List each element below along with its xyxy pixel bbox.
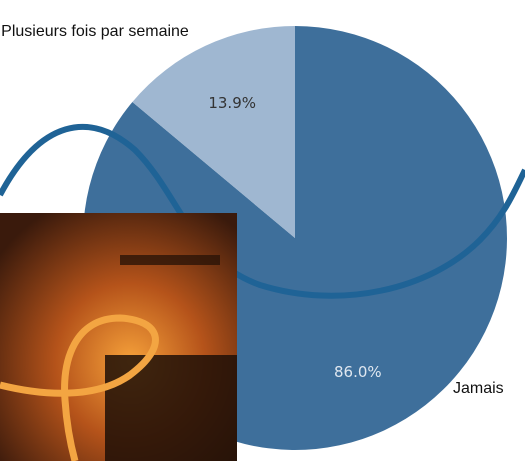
decorative-curve bbox=[0, 123, 525, 299]
category-label: Jamais bbox=[453, 380, 504, 397]
pie-slice bbox=[132, 26, 295, 238]
photo-detail bbox=[105, 355, 237, 461]
photo-detail bbox=[120, 255, 220, 265]
value-label: 86.0% bbox=[334, 363, 382, 381]
category-label: Plusieurs fois par semaine bbox=[1, 23, 189, 40]
decorative-loop bbox=[0, 314, 159, 461]
value-label: 13.9% bbox=[208, 94, 256, 112]
